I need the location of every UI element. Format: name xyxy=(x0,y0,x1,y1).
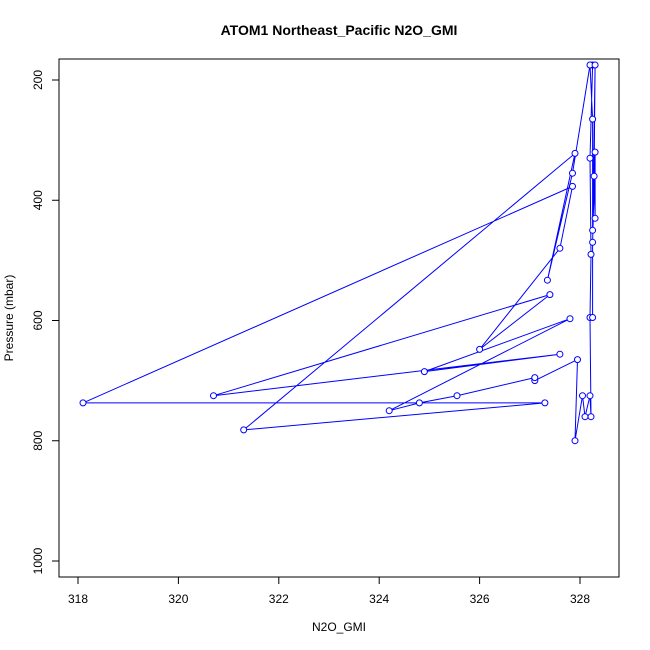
data-point xyxy=(591,148,599,156)
data-point xyxy=(385,407,393,415)
y-axis-label: Pressure (mbar) xyxy=(2,275,16,362)
series-group xyxy=(79,61,599,445)
x-axis: 318 320 322 324 326 328 xyxy=(68,576,590,606)
data-point xyxy=(556,244,564,252)
data-point xyxy=(546,291,554,299)
data-point xyxy=(587,250,595,258)
data-point xyxy=(591,214,599,222)
data-point xyxy=(541,399,549,407)
y-tick-label: 800 xyxy=(31,430,45,450)
data-point xyxy=(240,426,248,434)
data-point xyxy=(591,61,599,69)
data-point xyxy=(566,315,574,323)
data-point xyxy=(543,276,551,284)
data-point xyxy=(571,149,579,157)
y-tick-label: 200 xyxy=(31,70,45,90)
chart-title: ATOM1 Northeast_Pacific N2O_GMI xyxy=(221,22,458,38)
data-point xyxy=(581,413,589,421)
x-tick-label: 324 xyxy=(369,592,389,606)
x-tick-label: 318 xyxy=(68,592,88,606)
data-point xyxy=(210,392,217,400)
data-point xyxy=(453,392,461,400)
x-tick-label: 326 xyxy=(470,592,490,606)
data-point xyxy=(587,413,595,421)
y-tick-label: 600 xyxy=(31,310,45,330)
y-tick-label: 400 xyxy=(31,190,45,210)
data-point xyxy=(569,182,576,190)
data-point xyxy=(589,115,597,123)
y-axis: 200 400 600 800 1000 xyxy=(31,70,60,574)
data-point xyxy=(79,399,87,407)
data-point xyxy=(590,172,598,180)
data-point xyxy=(420,368,428,376)
data-point xyxy=(569,169,576,177)
plot-area xyxy=(79,61,599,445)
data-point xyxy=(589,226,597,234)
x-tick-label: 322 xyxy=(269,592,289,606)
data-point xyxy=(556,350,564,358)
data-point xyxy=(574,356,581,364)
data-point xyxy=(586,154,594,162)
y-tick-label: 1000 xyxy=(31,547,45,574)
data-point xyxy=(531,374,539,382)
x-axis-label: N2O_GMI xyxy=(312,620,366,634)
x-tick-label: 328 xyxy=(570,592,590,606)
data-point xyxy=(579,392,586,400)
data-point xyxy=(571,437,579,445)
data-point xyxy=(476,345,484,353)
data-point xyxy=(586,392,594,400)
series-line xyxy=(82,64,596,441)
x-tick-label: 320 xyxy=(168,592,188,606)
data-point xyxy=(415,399,423,407)
data-point xyxy=(589,238,597,246)
data-point xyxy=(589,314,597,321)
